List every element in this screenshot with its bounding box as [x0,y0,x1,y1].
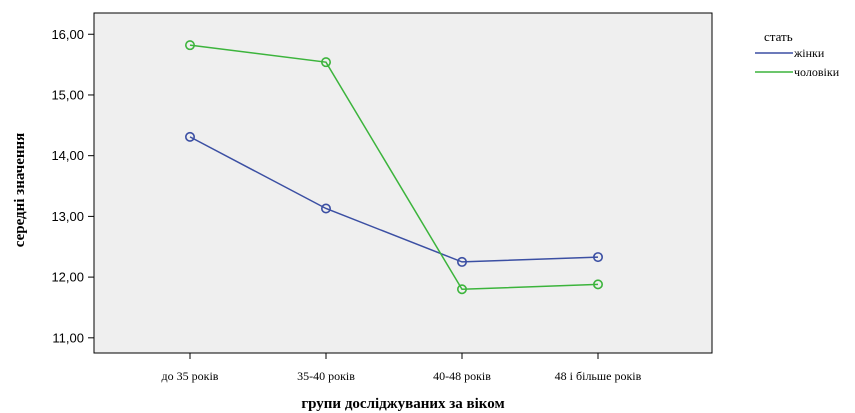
legend-label: чоловіки [794,65,840,79]
data-point [185,131,196,142]
x-tick-label: до 35 років [162,369,219,383]
x-axis-title: групи досліджуваних за віком [301,396,504,412]
plot-area [93,12,713,354]
y-tick-label: 16,00 [51,27,84,42]
series-line-1 [189,44,599,291]
data-point [320,57,331,68]
legend-title: стать [764,29,793,44]
y-axis: 11,00 12,00 13,00 14,00 15,00 16,00 [51,27,94,345]
y-tick-label: 14,00 [51,148,84,163]
y-tick-label: 13,00 [51,209,84,224]
y-tick-label: 12,00 [51,270,84,285]
y-tick-label: 11,00 [52,330,84,345]
data-point [592,252,603,263]
x-tick-label: 40-48 років [433,369,491,383]
y-tick-label: 15,00 [51,87,84,102]
data-point [320,203,331,214]
x-axis: до 35 років 35-40 років 40-48 років 48 і бі… [162,353,642,383]
y-axis-title: середні значення [12,133,28,248]
x-tick-label: 48 і більше років [555,369,642,383]
x-tick-label: 35-40 років [297,369,355,383]
legend-items: жінки чоловіки [755,46,840,79]
legend: стать жінки чоловіки [755,29,840,79]
legend-label: жінки [793,46,825,60]
series-layer [185,40,603,295]
data-point [592,279,603,290]
series-line-0 [189,136,599,263]
data-point [185,40,196,51]
data-point [456,284,467,295]
data-point [456,256,467,267]
